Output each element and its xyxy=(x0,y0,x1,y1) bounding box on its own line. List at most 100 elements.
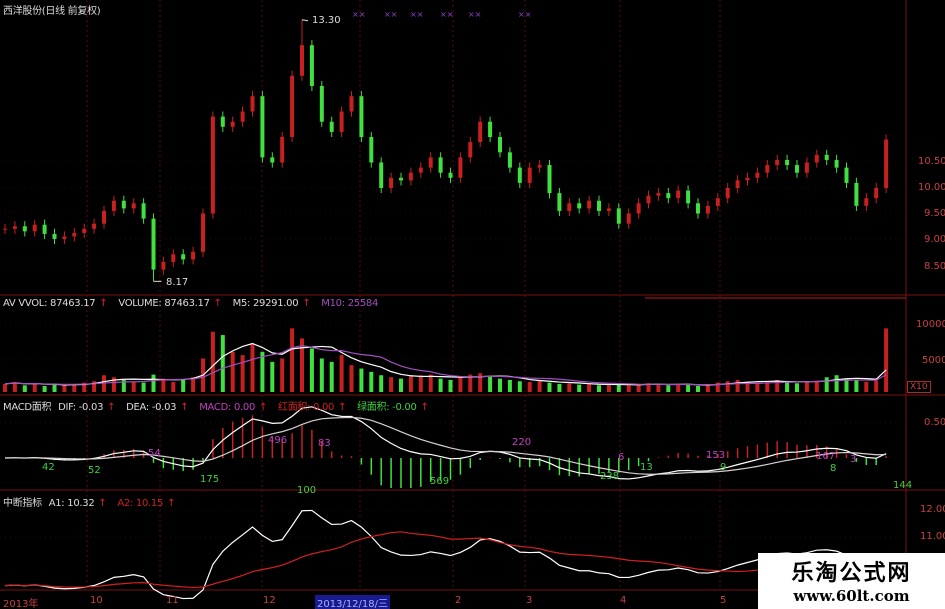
price-tick: 10.00 xyxy=(918,182,945,193)
candle-body xyxy=(280,137,285,163)
candle-body xyxy=(537,165,542,168)
av-vol-value: AV VVOL: 87463.17 xyxy=(3,298,96,309)
volume-bar xyxy=(309,348,314,392)
volume-bar xyxy=(290,328,295,392)
volume-bar xyxy=(458,377,463,392)
candle-body xyxy=(220,116,225,127)
m5-value: M5: 29291.00 xyxy=(232,298,299,309)
date-tick: 12 xyxy=(263,595,276,606)
volume-bar xyxy=(696,385,700,392)
macd-area-label: 54 xyxy=(148,448,161,459)
candle-body xyxy=(329,121,334,132)
macd-area-label: 83 xyxy=(318,438,331,449)
volume-bar xyxy=(151,374,156,392)
candle-body xyxy=(686,190,691,204)
up-arrow-icon: ↑ xyxy=(98,498,107,509)
macd-name: MACD面积 xyxy=(3,402,52,413)
volume-bar xyxy=(131,381,136,392)
candle-body xyxy=(606,208,611,211)
candle-body xyxy=(319,86,324,122)
volume-bar xyxy=(824,377,829,392)
candle-body xyxy=(12,226,17,229)
volume-bar xyxy=(42,385,47,392)
volume-bar xyxy=(32,383,37,392)
candle-body xyxy=(636,203,641,214)
volume-bar xyxy=(260,351,265,392)
candle-body xyxy=(626,213,631,224)
watermark-name: 乐淘公式网 xyxy=(791,561,912,586)
candle-body xyxy=(864,198,869,206)
volume-bar xyxy=(676,384,681,392)
candle-body xyxy=(715,198,720,206)
up-arrow-icon: ↑ xyxy=(167,498,176,509)
indicator-tick: 11.00 xyxy=(920,531,945,542)
high-price-label: 13.30 xyxy=(312,15,341,26)
macd-area-label: 153 xyxy=(706,450,726,461)
candle-body xyxy=(844,167,849,183)
candle-body xyxy=(468,142,473,158)
candle-body xyxy=(448,172,453,178)
candle-body xyxy=(676,190,681,199)
candle-body xyxy=(418,167,423,173)
volume-bar xyxy=(557,383,562,392)
volume-bar xyxy=(577,384,582,392)
volume-bar xyxy=(666,385,671,392)
event-marker-icon: ×× xyxy=(468,10,481,19)
event-marker-icon: ×× xyxy=(410,10,423,19)
volume-bar xyxy=(22,385,27,392)
candle-body xyxy=(775,159,780,166)
date-tick: 2013年 xyxy=(3,599,39,609)
volume-bar xyxy=(874,380,879,392)
candle-body xyxy=(696,203,700,214)
volume-bar xyxy=(72,383,77,392)
volume-bar xyxy=(349,365,354,392)
green-area-value: 绿面积: -0.00 xyxy=(357,402,417,413)
candle-body xyxy=(755,172,760,178)
macd-area-label: 9 xyxy=(720,462,727,473)
indicator-tick: 12.00 xyxy=(920,504,945,515)
volume-bar xyxy=(498,378,502,392)
macd-area-label: 13 xyxy=(640,462,653,473)
candle-body xyxy=(191,251,196,260)
volume-bar xyxy=(270,361,275,392)
high-pointer xyxy=(301,19,309,22)
volume-bar xyxy=(52,384,57,392)
candle-body xyxy=(705,205,710,214)
macd-area-label: 238 xyxy=(600,471,620,482)
volume-bar xyxy=(854,379,859,392)
candle-body xyxy=(488,121,493,137)
candle-body xyxy=(646,195,651,204)
volume-bar xyxy=(329,361,334,392)
volume-bar xyxy=(161,378,166,392)
macd-area-label: 3 xyxy=(850,454,857,465)
candle-body xyxy=(557,193,562,211)
up-arrow-icon: ↑ xyxy=(107,402,116,413)
up-arrow-icon: ↑ xyxy=(420,402,429,413)
candle-body xyxy=(795,165,799,173)
candle-body xyxy=(389,177,394,188)
volume-bar xyxy=(191,377,196,392)
up-arrow-icon: ↑ xyxy=(213,298,222,309)
volume-bar xyxy=(418,375,423,392)
volume-bar xyxy=(369,371,374,392)
volume-bar xyxy=(844,378,849,392)
volume-bar xyxy=(517,381,522,392)
a2-line xyxy=(4,531,887,589)
candle-body xyxy=(3,228,7,230)
macd-area-label: 8 xyxy=(830,463,837,474)
volume-bar xyxy=(785,381,790,392)
candle-body xyxy=(201,213,205,252)
volume-bar xyxy=(399,378,403,392)
date-tick: 5 xyxy=(720,595,727,606)
dea-line xyxy=(4,416,887,475)
volume-bar xyxy=(141,382,146,392)
candle-body xyxy=(369,137,374,163)
candle-body xyxy=(814,154,819,163)
volume-bar xyxy=(250,343,255,392)
dif-value: DIF: -0.03 xyxy=(58,402,104,413)
up-arrow-icon: ↑ xyxy=(302,298,311,309)
volume-bar xyxy=(280,358,285,392)
macd-area-label: 496 xyxy=(268,435,288,446)
